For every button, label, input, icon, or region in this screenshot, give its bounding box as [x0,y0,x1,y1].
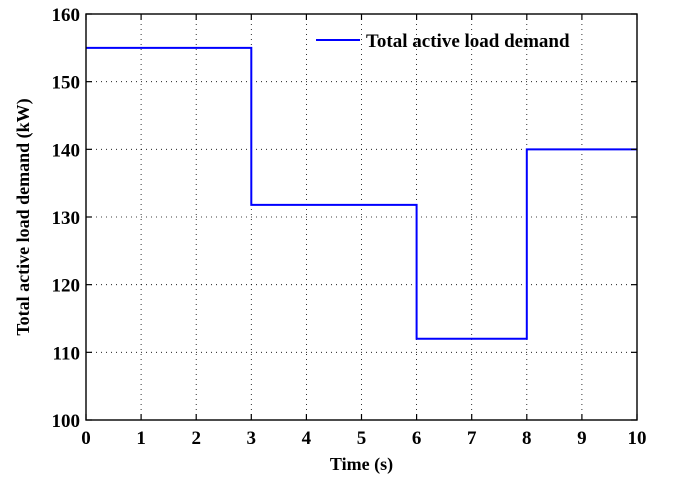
legend-label: Total active load demand [366,31,570,52]
y-tick-label: 140 [52,140,81,161]
grid [86,14,637,420]
x-tick-label: 8 [522,428,532,449]
x-tick-label: 0 [81,428,91,449]
y-tick-label: 160 [52,5,81,26]
tick-labels: 0 1 2 3 4 5 6 7 8 9 10 100 110 120 130 140 150 160 [52,5,647,449]
series-layer [86,46,637,340]
x-tick-label: 3 [247,428,257,449]
series-line [86,46,637,340]
x-tick-label: 4 [302,428,312,449]
x-tick-label: 2 [191,428,201,449]
x-tick-label: 9 [577,428,587,449]
y-tick-label: 110 [53,343,80,364]
x-tick-label: 1 [136,428,146,449]
ticks [85,13,638,421]
y-tick-label: 100 [52,411,81,432]
x-axis-label: Time (s) [330,454,393,475]
x-tick-label: 10 [628,428,647,449]
x-tick-label: 6 [412,428,422,449]
y-tick-label: 120 [52,276,81,297]
y-tick-label: 150 [52,73,81,94]
y-tick-label: 130 [52,208,81,229]
legend: Total active load demand [316,31,570,52]
x-tick-label: 7 [467,428,477,449]
x-tick-label: 5 [357,428,367,449]
y-axis-label: Total active load demand (kW) [13,98,34,335]
